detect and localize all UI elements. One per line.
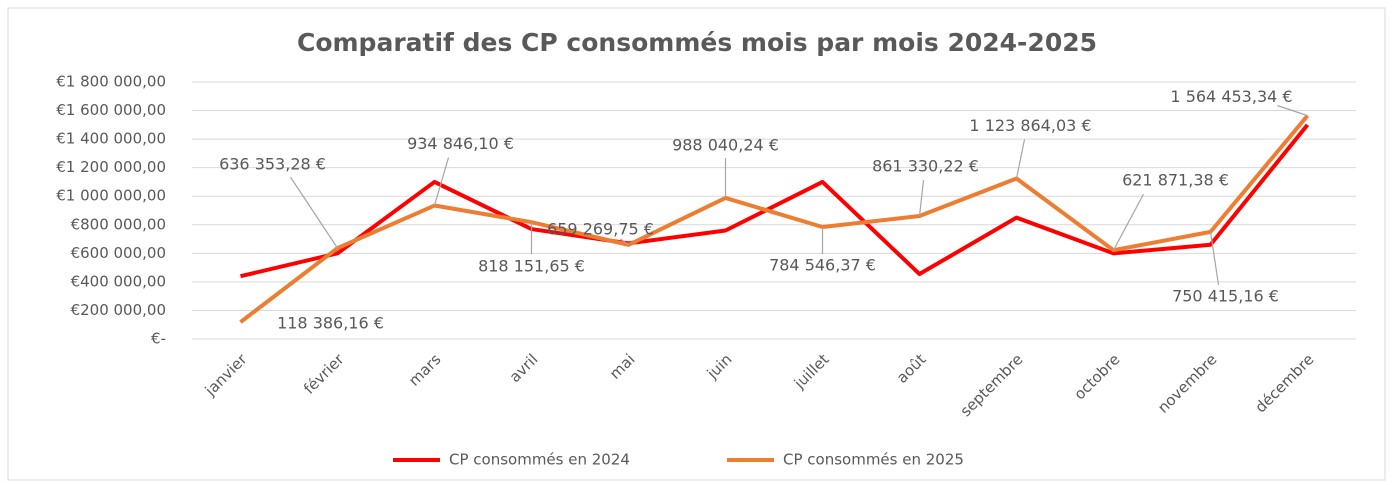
chart-border: [7, 7, 1386, 481]
data-label: 636 353,28 €: [219, 155, 326, 174]
y-tick-label: €-: [151, 330, 166, 348]
data-label: 621 871,38 €: [1122, 171, 1229, 190]
data-label: 934 846,10 €: [407, 134, 514, 153]
data-label: 988 040,24 €: [672, 135, 779, 154]
data-label: 1 564 453,34 €: [1170, 87, 1292, 106]
y-tick-label: €400 000,00: [71, 272, 166, 290]
leader-line: [620, 238, 629, 246]
data-label: 750 415,16 €: [1172, 286, 1279, 305]
y-tick-label: €1 800 000,00: [56, 73, 166, 91]
y-tick-label: €1 000 000,00: [56, 187, 166, 205]
leader-line: [1112, 193, 1145, 251]
leader-line: [918, 179, 925, 217]
y-tick-label: €1 200 000,00: [56, 158, 166, 176]
y-tick-label: €1 400 000,00: [56, 130, 166, 148]
y-tick-label: €1 600 000,00: [56, 101, 166, 119]
leader-line: [1015, 139, 1026, 179]
data-label: 659 269,75 €: [547, 219, 654, 238]
data-label: 784 546,37 €: [769, 255, 876, 274]
legend-label: CP consommés en 2024: [449, 451, 630, 469]
data-label: 818 151,65 €: [478, 257, 585, 276]
leader-line: [1277, 105, 1308, 117]
data-label: 1 123 864,03 €: [969, 116, 1091, 135]
y-tick-label: €200 000,00: [71, 301, 166, 319]
leader-line: [1209, 231, 1220, 285]
chart-title: Comparatif des CP consommés mois par moi…: [297, 28, 1097, 57]
y-tick-label: €600 000,00: [71, 244, 166, 262]
leader-line: [289, 176, 339, 249]
data-label: 861 330,22 €: [872, 157, 979, 176]
series-line: [240, 123, 1310, 279]
series-line: [239, 114, 1310, 324]
data-label: 118 386,16 €: [277, 314, 384, 333]
y-tick-label: €800 000,00: [71, 215, 166, 233]
leader-line: [433, 157, 450, 206]
legend-label: CP consommés en 2025: [783, 451, 964, 469]
